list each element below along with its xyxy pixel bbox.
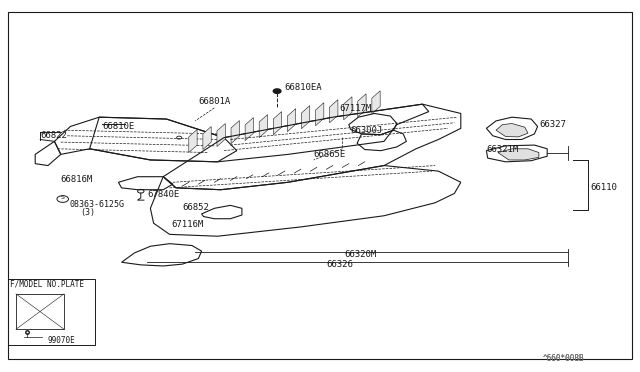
Polygon shape (358, 94, 366, 117)
Polygon shape (316, 103, 324, 126)
Polygon shape (245, 118, 253, 141)
Text: 66852: 66852 (182, 203, 209, 212)
Circle shape (273, 89, 281, 93)
Text: 66810EA: 66810EA (285, 83, 323, 92)
Text: 67117M: 67117M (339, 104, 371, 113)
Text: 66810E: 66810E (102, 122, 134, 131)
Text: F/MODEL NO.PLATE: F/MODEL NO.PLATE (10, 280, 84, 289)
Text: 66300J: 66300J (351, 126, 383, 135)
Bar (8, 279, 95, 345)
Text: ^660*00BB: ^660*00BB (543, 354, 584, 363)
Polygon shape (203, 126, 211, 150)
Polygon shape (231, 121, 239, 144)
Polygon shape (287, 109, 296, 132)
Polygon shape (217, 124, 225, 147)
Text: 66327: 66327 (539, 120, 566, 129)
Text: 66801A: 66801A (198, 97, 230, 106)
Text: 67840E: 67840E (147, 190, 179, 199)
Bar (16, 294, 64, 329)
Text: (3): (3) (80, 208, 95, 217)
Polygon shape (498, 149, 539, 160)
Polygon shape (344, 97, 352, 120)
Text: 08363-6125G: 08363-6125G (69, 200, 124, 209)
Polygon shape (189, 129, 197, 153)
Text: 99070E: 99070E (48, 336, 76, 345)
Polygon shape (372, 91, 380, 114)
Text: S: S (60, 195, 64, 200)
Polygon shape (496, 124, 528, 137)
Text: 66320M: 66320M (344, 250, 376, 259)
Text: 67116M: 67116M (172, 220, 204, 229)
Polygon shape (273, 112, 282, 135)
Text: 66110: 66110 (590, 183, 617, 192)
Text: 66865E: 66865E (314, 150, 346, 158)
Text: 66816M: 66816M (61, 175, 93, 184)
Text: 66321M: 66321M (486, 145, 518, 154)
Polygon shape (330, 100, 338, 123)
Text: 66326: 66326 (326, 260, 353, 269)
Text: ^660*00BB: ^660*00BB (543, 354, 584, 363)
Polygon shape (301, 106, 310, 129)
Text: 66822: 66822 (40, 131, 67, 140)
Polygon shape (259, 115, 268, 138)
